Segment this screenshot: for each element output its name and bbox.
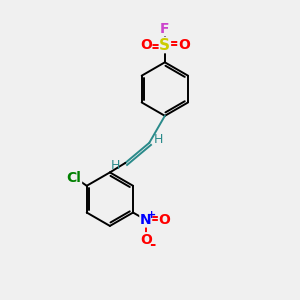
Text: O: O (140, 233, 152, 247)
Text: S: S (159, 38, 170, 52)
Text: O: O (158, 213, 170, 227)
Text: N: N (140, 213, 152, 227)
Text: Cl: Cl (67, 171, 82, 184)
Text: +: + (147, 210, 156, 220)
Text: H: H (154, 134, 164, 146)
Text: F: F (160, 22, 170, 36)
Text: O: O (140, 38, 152, 52)
Text: -: - (149, 237, 155, 252)
Text: H: H (111, 159, 121, 172)
Text: O: O (178, 38, 190, 52)
